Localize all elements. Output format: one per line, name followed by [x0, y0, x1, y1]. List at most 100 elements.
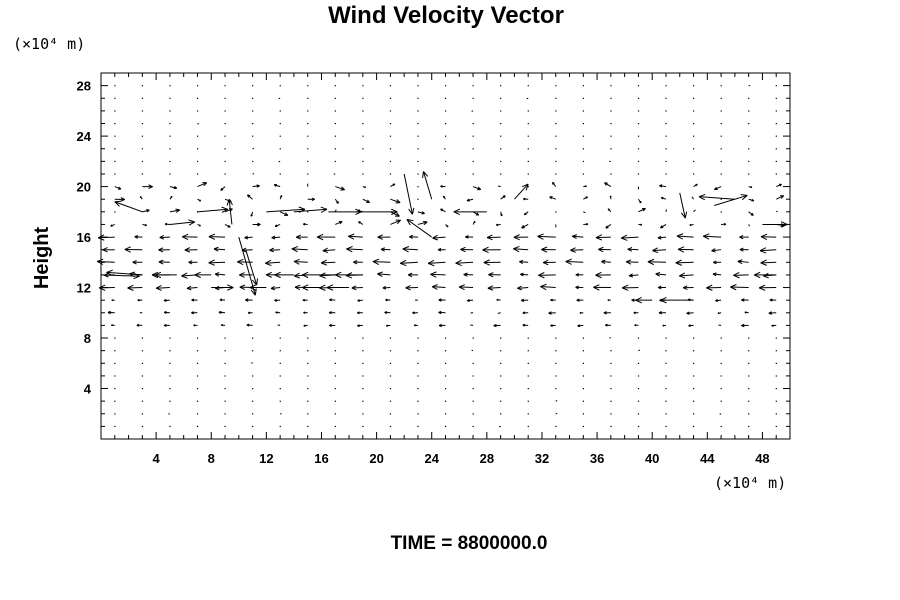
field-arrow [335, 186, 345, 191]
y-tick-label: 16 [77, 230, 91, 245]
field-dot [693, 413, 695, 415]
field-arrow [438, 310, 446, 315]
vector-arrow [169, 219, 195, 226]
field-arrow [197, 123, 200, 125]
field-dot [775, 110, 777, 112]
field-arrow [652, 247, 667, 254]
field-dot [693, 388, 695, 390]
field-dot [252, 400, 254, 402]
field-dot [417, 160, 419, 163]
field-dot [362, 135, 364, 137]
field-dot [665, 135, 667, 137]
field-dot [334, 388, 336, 390]
field-dot [334, 337, 336, 339]
field-dot [720, 362, 722, 364]
field-arrow [737, 259, 749, 265]
field-dot [334, 350, 336, 352]
field-arrow [739, 235, 749, 240]
field-dot [775, 148, 777, 150]
field-dot [224, 425, 226, 428]
field-dot [417, 97, 419, 99]
field-arrow [357, 311, 363, 315]
field-dot [527, 425, 529, 428]
field-dot [196, 160, 199, 163]
field-arrow [438, 298, 446, 302]
field-dot [582, 413, 584, 415]
field-dot [472, 375, 474, 377]
field-arrow [513, 245, 529, 253]
field-dot [252, 337, 254, 339]
field-dot [196, 337, 199, 339]
vector-arrow [114, 200, 143, 213]
field-arrow [169, 208, 181, 213]
field-dot [665, 413, 667, 415]
vector-arrow [635, 297, 653, 304]
field-arrow [96, 258, 115, 265]
field-dot [334, 362, 336, 364]
field-dot [307, 388, 309, 390]
field-dot [196, 388, 199, 390]
field-arrow [775, 210, 778, 213]
field-dot [445, 400, 447, 402]
field-arrow [519, 259, 529, 264]
field-dot [114, 388, 116, 390]
field-dot [417, 135, 419, 137]
field-arrow [224, 224, 231, 228]
field-arrow [520, 272, 529, 277]
field-dot [279, 148, 281, 150]
field-dot [693, 400, 695, 402]
field-dot [279, 425, 281, 428]
field-dot [169, 122, 171, 125]
field-dot [610, 388, 612, 390]
field-dot [582, 388, 584, 390]
field-dot [693, 148, 695, 150]
field-dot [279, 375, 281, 377]
field-dot [169, 388, 171, 390]
field-dot [500, 337, 502, 339]
field-dot [252, 97, 254, 99]
field-dot [637, 388, 640, 390]
field-dot [389, 350, 392, 352]
vector-arrow [753, 271, 777, 279]
field-dot [527, 173, 529, 175]
field-arrow [570, 247, 584, 253]
y-axis-label: Height [31, 227, 53, 290]
field-arrow [247, 311, 253, 315]
field-dot [693, 362, 695, 364]
field-dot [637, 148, 640, 150]
field-dot [252, 110, 254, 112]
field-dot [582, 337, 584, 339]
field-dot [445, 122, 447, 125]
field-arrow [274, 298, 281, 302]
field-arrow [540, 283, 556, 291]
field-arrow [577, 324, 584, 328]
field-arrow [409, 234, 418, 239]
field-arrow [565, 258, 584, 265]
field-dot [224, 375, 226, 377]
field-arrow [197, 198, 202, 202]
field-dot [748, 160, 750, 163]
field-dot [141, 135, 144, 137]
field-dot [582, 362, 584, 364]
field-arrow [412, 311, 418, 315]
field-dot [252, 413, 254, 415]
field-arrow [111, 299, 115, 302]
field-arrow [711, 248, 722, 253]
field-arrow [466, 198, 474, 202]
field-dot [196, 85, 199, 87]
field-dot [527, 160, 529, 163]
field-dot [610, 110, 612, 112]
field-dot [362, 400, 364, 402]
field-arrow [595, 271, 611, 279]
field-dot [445, 97, 447, 99]
field-dot [775, 97, 777, 99]
field-dot [582, 173, 584, 175]
field-arrow [458, 284, 474, 291]
field-arrow [647, 258, 666, 266]
field-arrow [372, 258, 391, 265]
field-dot [500, 173, 502, 175]
field-arrow [638, 349, 641, 352]
field-arrow [763, 272, 777, 279]
field-dot [693, 425, 695, 428]
field-arrow [362, 198, 370, 204]
